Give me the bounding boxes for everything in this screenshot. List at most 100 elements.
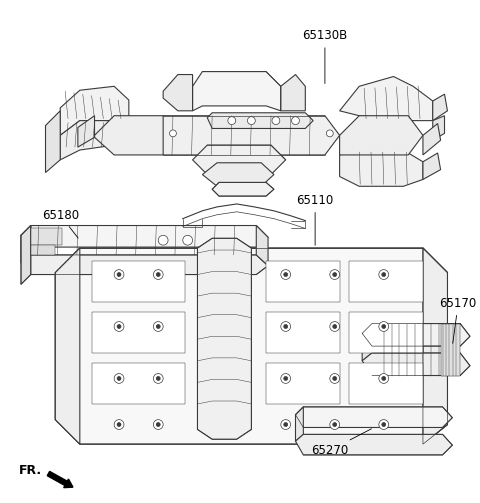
Polygon shape	[340, 116, 423, 155]
Circle shape	[153, 321, 163, 331]
Polygon shape	[55, 248, 447, 444]
Polygon shape	[296, 407, 452, 428]
Polygon shape	[192, 145, 286, 175]
Circle shape	[114, 374, 124, 383]
Polygon shape	[423, 153, 441, 180]
Circle shape	[379, 321, 389, 331]
Circle shape	[183, 235, 192, 245]
Polygon shape	[92, 363, 185, 404]
Circle shape	[284, 324, 288, 328]
Circle shape	[156, 423, 160, 427]
Polygon shape	[362, 323, 470, 346]
Circle shape	[284, 423, 288, 427]
Circle shape	[333, 273, 336, 277]
Polygon shape	[256, 225, 268, 266]
Polygon shape	[144, 116, 340, 155]
Polygon shape	[296, 407, 303, 441]
Polygon shape	[203, 163, 274, 186]
Polygon shape	[21, 225, 268, 247]
Circle shape	[281, 270, 290, 280]
Circle shape	[330, 420, 340, 430]
Circle shape	[153, 374, 163, 383]
Polygon shape	[95, 116, 163, 155]
Polygon shape	[212, 183, 274, 196]
Polygon shape	[46, 111, 60, 173]
Polygon shape	[349, 261, 423, 302]
Polygon shape	[163, 74, 192, 111]
Circle shape	[333, 377, 336, 380]
Polygon shape	[197, 238, 252, 439]
Polygon shape	[266, 261, 340, 302]
Circle shape	[156, 324, 160, 328]
Circle shape	[379, 270, 389, 280]
Circle shape	[114, 321, 124, 331]
Circle shape	[330, 321, 340, 331]
Circle shape	[330, 374, 340, 383]
Polygon shape	[433, 94, 447, 121]
Polygon shape	[281, 74, 305, 111]
Polygon shape	[362, 323, 372, 361]
Circle shape	[284, 377, 288, 380]
Text: 65170: 65170	[440, 297, 477, 344]
Polygon shape	[31, 245, 55, 255]
Polygon shape	[266, 363, 340, 404]
Circle shape	[153, 420, 163, 430]
Polygon shape	[21, 255, 268, 275]
Polygon shape	[296, 434, 452, 455]
Circle shape	[379, 420, 389, 430]
Circle shape	[228, 117, 236, 125]
Text: FR.: FR.	[19, 464, 42, 477]
Polygon shape	[340, 76, 433, 121]
Circle shape	[117, 423, 121, 427]
Text: 65110: 65110	[297, 194, 334, 245]
Text: 65180: 65180	[42, 209, 79, 238]
Circle shape	[382, 324, 386, 328]
Circle shape	[281, 321, 290, 331]
Circle shape	[333, 324, 336, 328]
Circle shape	[379, 374, 389, 383]
Polygon shape	[21, 225, 31, 284]
Circle shape	[156, 273, 160, 277]
Text: 65130B: 65130B	[302, 29, 348, 83]
Circle shape	[117, 377, 121, 380]
Circle shape	[169, 130, 176, 137]
Text: 65270: 65270	[311, 429, 372, 457]
Polygon shape	[78, 116, 95, 147]
Circle shape	[248, 117, 255, 125]
Circle shape	[382, 273, 386, 277]
Circle shape	[117, 273, 121, 277]
Circle shape	[158, 235, 168, 245]
Polygon shape	[349, 312, 423, 353]
Circle shape	[281, 420, 290, 430]
Polygon shape	[92, 261, 185, 302]
Polygon shape	[192, 71, 281, 111]
Circle shape	[382, 377, 386, 380]
Polygon shape	[21, 225, 31, 263]
FancyArrow shape	[47, 471, 73, 487]
Polygon shape	[349, 363, 423, 404]
Circle shape	[284, 273, 288, 277]
Circle shape	[330, 270, 340, 280]
Circle shape	[153, 270, 163, 280]
Circle shape	[326, 130, 333, 137]
Circle shape	[291, 117, 300, 125]
Circle shape	[114, 270, 124, 280]
Polygon shape	[207, 113, 313, 128]
Polygon shape	[433, 116, 444, 140]
Polygon shape	[92, 312, 185, 353]
Polygon shape	[423, 248, 447, 444]
Circle shape	[272, 117, 280, 125]
Circle shape	[281, 374, 290, 383]
Polygon shape	[423, 124, 441, 155]
Circle shape	[156, 377, 160, 380]
Polygon shape	[441, 323, 460, 376]
Polygon shape	[266, 312, 340, 353]
Polygon shape	[31, 228, 62, 245]
Polygon shape	[60, 121, 114, 160]
Polygon shape	[362, 353, 470, 376]
Circle shape	[117, 324, 121, 328]
Polygon shape	[55, 248, 80, 444]
Circle shape	[114, 420, 124, 430]
Polygon shape	[60, 87, 129, 135]
Polygon shape	[340, 150, 423, 186]
